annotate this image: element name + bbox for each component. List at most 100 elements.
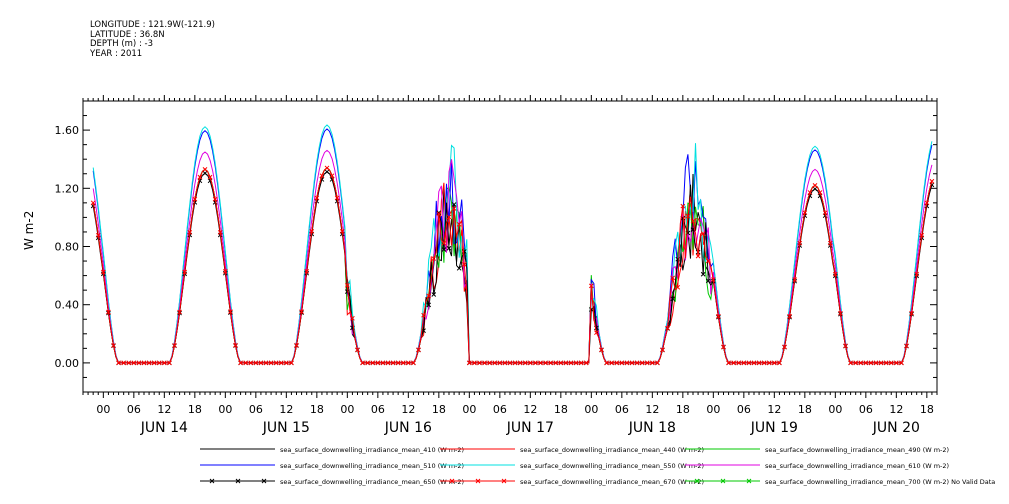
series-marker — [385, 360, 391, 366]
series-marker — [548, 360, 554, 366]
series-marker — [431, 292, 437, 297]
series-marker — [685, 213, 691, 219]
y-tick-label: 1.60 — [55, 124, 80, 137]
series-marker — [893, 360, 899, 366]
series-marker — [441, 240, 447, 246]
series-marker — [843, 343, 848, 349]
legend-marker — [694, 478, 700, 484]
metadata-block: LONGITUDE : 121.9W(-121.9) LATITUDE : 36… — [90, 20, 215, 59]
series-marker — [899, 360, 904, 366]
series-marker — [314, 195, 320, 201]
series-marker — [873, 360, 879, 366]
series-marker — [507, 360, 513, 366]
x-tick-label: 00 — [96, 403, 110, 416]
series-marker — [126, 360, 132, 366]
series-marker — [868, 360, 874, 366]
series-marker — [182, 269, 188, 275]
series-marker — [812, 183, 818, 188]
legend-label: sea_surface_downwelling_irradiance_mean_… — [280, 462, 464, 470]
series-marker — [436, 211, 442, 217]
series-marker — [304, 268, 310, 274]
series-marker — [446, 214, 452, 220]
x-tick-label: 18 — [310, 403, 324, 416]
series-marker — [492, 360, 498, 366]
series-marker — [736, 360, 742, 366]
series-marker — [177, 309, 182, 315]
series-marker — [334, 195, 340, 201]
x-tick-label: 00 — [218, 403, 232, 416]
series-marker — [553, 360, 559, 366]
x-day-label: JUN 20 — [872, 420, 920, 436]
legend-marker — [449, 478, 455, 484]
series-marker — [151, 360, 157, 366]
series-marker — [680, 203, 686, 209]
series-marker — [832, 271, 838, 277]
series-marker — [380, 360, 386, 366]
x-tick-label: 06 — [737, 403, 751, 416]
series-marker — [792, 277, 798, 282]
series-marker — [482, 360, 487, 366]
series-marker — [431, 256, 437, 261]
series-marker — [472, 360, 477, 366]
series-marker — [217, 230, 223, 235]
series-marker — [487, 360, 493, 366]
series-marker — [497, 360, 503, 366]
series-marker — [670, 275, 676, 281]
series-marker — [716, 313, 721, 319]
series-marker — [746, 360, 752, 366]
legend-label: sea_surface_downwelling_irradiance_mean_… — [765, 478, 995, 486]
series-marker — [156, 360, 162, 366]
series-marker — [289, 360, 294, 366]
x-tick-label: 12 — [279, 403, 293, 416]
series-marker — [644, 360, 650, 366]
x-tick-label: 18 — [920, 403, 934, 416]
series-marker — [411, 360, 416, 366]
series-marker — [405, 360, 411, 366]
x-tick-label: 12 — [523, 403, 537, 416]
series-marker — [649, 360, 655, 366]
x-tick-label: 06 — [493, 403, 507, 416]
series-marker — [263, 360, 269, 366]
x-day-label: JUN 18 — [628, 420, 676, 436]
legend-label: sea_surface_downwelling_irradiance_mean_… — [520, 478, 704, 486]
x-tick-label: 12 — [889, 403, 903, 416]
x-tick-label: 00 — [340, 403, 354, 416]
series-marker — [222, 268, 228, 274]
x-tick-label: 12 — [157, 403, 171, 416]
series-marker — [756, 360, 762, 366]
legend-label: sea_surface_downwelling_irradiance_mean_… — [765, 462, 949, 470]
series-marker — [116, 360, 121, 366]
series-marker — [538, 360, 543, 366]
series-marker — [533, 360, 538, 366]
series-marker — [782, 344, 787, 350]
series-marker — [202, 170, 208, 176]
series-marker — [395, 360, 401, 366]
series-marker — [543, 360, 548, 366]
series-marker — [527, 360, 533, 366]
x-tick-label: 06 — [127, 403, 141, 416]
series-marker — [456, 221, 462, 227]
series-marker — [344, 289, 350, 295]
series-marker — [558, 360, 564, 366]
series-marker — [655, 360, 660, 366]
series-marker — [161, 360, 167, 366]
legend-marker — [475, 478, 481, 484]
series-marker — [248, 360, 254, 366]
x-tick-label: 06 — [615, 403, 629, 416]
series-marker — [761, 360, 767, 366]
series-marker — [705, 258, 711, 264]
series-marker — [283, 360, 289, 366]
x-day-label: JUN 16 — [384, 420, 432, 436]
series-marker — [212, 196, 218, 202]
series-marker — [888, 360, 894, 366]
series-marker — [436, 210, 442, 216]
series-marker — [461, 249, 467, 254]
series-marker — [675, 284, 681, 290]
series-marker — [273, 360, 279, 366]
series-line — [92, 128, 933, 364]
series-marker — [461, 261, 467, 267]
series-marker — [456, 265, 462, 271]
series-marker — [914, 271, 920, 277]
legend-marker — [209, 478, 215, 484]
